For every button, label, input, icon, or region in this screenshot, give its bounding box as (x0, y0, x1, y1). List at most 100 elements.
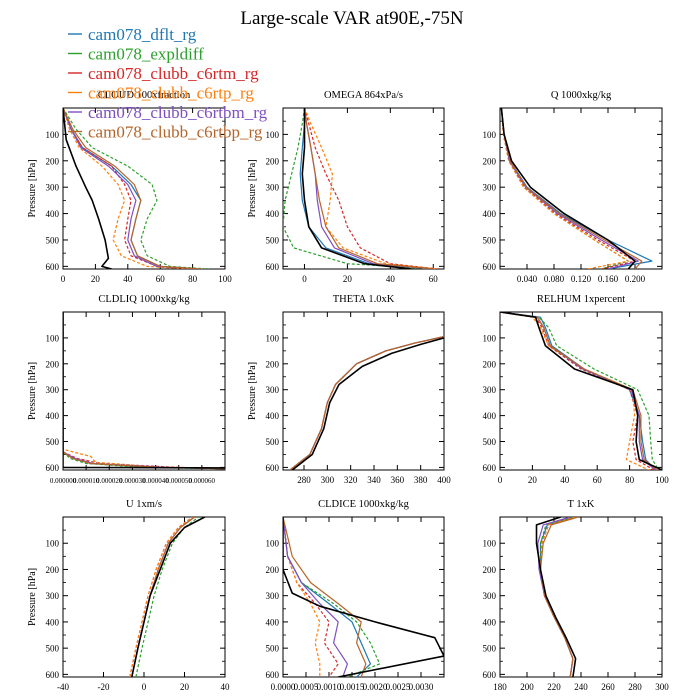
x-tick-label: 60 (429, 274, 439, 284)
y-tick-label: 600 (46, 262, 60, 272)
y-tick-label: 300 (46, 591, 60, 601)
series-group (129, 517, 206, 677)
x-tick-label: 0.000030 (119, 477, 146, 485)
y-axis-label: Pressure [hPa] (27, 362, 38, 420)
x-tick-label: 0.000020 (96, 477, 123, 485)
x-tick-label: 360 (391, 475, 405, 485)
series-line (63, 312, 225, 470)
y-tick-label: 100 (266, 130, 280, 140)
series-line (63, 108, 190, 269)
plot-frame (62, 311, 226, 471)
y-tick-label: 500 (483, 437, 497, 447)
y-tick-label: 400 (46, 617, 60, 627)
y-tick-label: 300 (46, 385, 60, 395)
legend-entry: cam078_clubb_c6rtm_rg (88, 64, 259, 83)
x-tick-label: 0.0000 (271, 682, 296, 692)
y-tick-label: 300 (266, 385, 280, 395)
series-line (500, 108, 636, 269)
series-line (289, 336, 444, 470)
legend-entry: cam078_clubb_c6rtbp_rg (88, 123, 263, 142)
series-line (500, 312, 662, 470)
x-tick-label: 100 (655, 475, 669, 485)
x-tick-label: 40 (221, 682, 231, 692)
y-tick-label: 200 (266, 359, 280, 369)
series-line (131, 517, 195, 677)
x-tick-label: 0.160 (598, 274, 619, 284)
figure-title: Large-scale VAR at90E,-75N (240, 8, 463, 29)
panel-9: T 1xK 100 200 300 400 500 600 180 200 220 240 260 28… (483, 499, 670, 692)
y-tick-label: 200 (483, 156, 497, 166)
y-tick-label: 600 (46, 670, 60, 680)
plot-frame (62, 516, 226, 678)
y-tick-label: 400 (266, 617, 280, 627)
panel-title: U 1xm/s (126, 499, 162, 510)
series-line (303, 108, 438, 269)
series-line (129, 517, 193, 677)
x-tick-label: 20 (180, 682, 190, 692)
y-tick-label: 100 (46, 539, 60, 549)
x-tick-label: 80 (188, 274, 198, 284)
panel-title: RELHUM 1xpercent (537, 294, 625, 305)
legend-entry: cam078_expldiff (88, 45, 204, 64)
series-line (500, 108, 629, 269)
y-tick-label: 400 (266, 209, 280, 219)
panel-8: CLDICE 1000xkg/kg 100 200 300 400 500 600 0.000… (266, 499, 445, 692)
plot-frame (282, 107, 445, 270)
series-line (63, 108, 196, 269)
x-tick-label: 0.200 (625, 274, 646, 284)
y-tick-label: 200 (483, 565, 497, 575)
y-tick-label: 200 (483, 359, 497, 369)
x-tick-label: 280 (297, 475, 311, 485)
series-group (535, 517, 579, 677)
panel-5: THETA 1.0xK 100 200 300 400 500 600 280 300 320 34… (247, 294, 451, 485)
y-tick-label: 300 (483, 183, 497, 193)
plot-frame (499, 516, 663, 678)
x-tick-label: 60 (156, 274, 166, 284)
plot-frame (282, 516, 445, 678)
series-line (63, 108, 112, 269)
y-tick-label: 400 (483, 617, 497, 627)
x-tick-label: 180 (493, 682, 507, 692)
y-tick-label: 500 (483, 644, 497, 654)
series-line (63, 312, 225, 470)
y-tick-label: 600 (483, 463, 497, 473)
x-tick-label: 0.120 (571, 274, 592, 284)
series-line (131, 517, 195, 677)
y-tick-label: 500 (46, 235, 60, 245)
series-line (63, 108, 209, 269)
y-tick-label: 600 (266, 262, 280, 272)
x-tick-label: 0.040 (517, 274, 538, 284)
x-tick-label: 0.000040 (142, 477, 169, 485)
x-tick-label: -20 (98, 682, 110, 692)
series-line (289, 336, 444, 470)
x-tick-label: 0.0005 (294, 682, 319, 692)
y-axis-label: Pressure [hPa] (247, 362, 258, 420)
x-tick-label: 260 (601, 682, 615, 692)
series-line (500, 108, 653, 269)
y-tick-label: 500 (266, 235, 280, 245)
plot-frame (499, 311, 663, 471)
x-tick-label: 40 (560, 475, 570, 485)
series-line (289, 336, 444, 470)
y-tick-label: 300 (483, 591, 497, 601)
series-line (289, 336, 444, 470)
series-group (283, 517, 444, 677)
series-line (283, 517, 367, 677)
series-line (500, 108, 643, 269)
y-tick-label: 600 (483, 262, 497, 272)
y-tick-label: 200 (46, 156, 60, 166)
y-tick-label: 400 (46, 411, 60, 421)
x-tick-label: 0.0020 (363, 682, 388, 692)
legend-entry: cam078_clubb_c6rtbm_rg (88, 103, 268, 122)
x-tick-label: 220 (547, 682, 561, 692)
series-line (283, 517, 348, 677)
x-tick-label: 380 (414, 475, 428, 485)
series-line (301, 108, 412, 269)
panel-title: T 1xK (568, 499, 595, 510)
series-line (500, 312, 655, 470)
x-tick-label: 0.000050 (166, 477, 193, 485)
panel-3: Q 1000xkg/kg 100 200 300 400 500 600 0.040 0.080… (483, 90, 663, 284)
x-tick-label: 100 (218, 274, 232, 284)
series-line (539, 517, 579, 677)
